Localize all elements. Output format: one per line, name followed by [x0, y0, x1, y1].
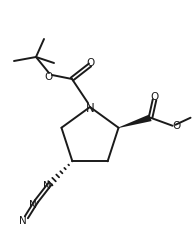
- Polygon shape: [118, 115, 151, 128]
- Text: N: N: [86, 101, 94, 114]
- Text: O: O: [150, 91, 159, 101]
- Text: O: O: [44, 72, 52, 82]
- Text: O: O: [87, 58, 95, 68]
- Text: N: N: [20, 215, 27, 225]
- Text: O: O: [172, 120, 181, 130]
- Text: N: N: [44, 180, 51, 191]
- Text: N: N: [30, 199, 37, 209]
